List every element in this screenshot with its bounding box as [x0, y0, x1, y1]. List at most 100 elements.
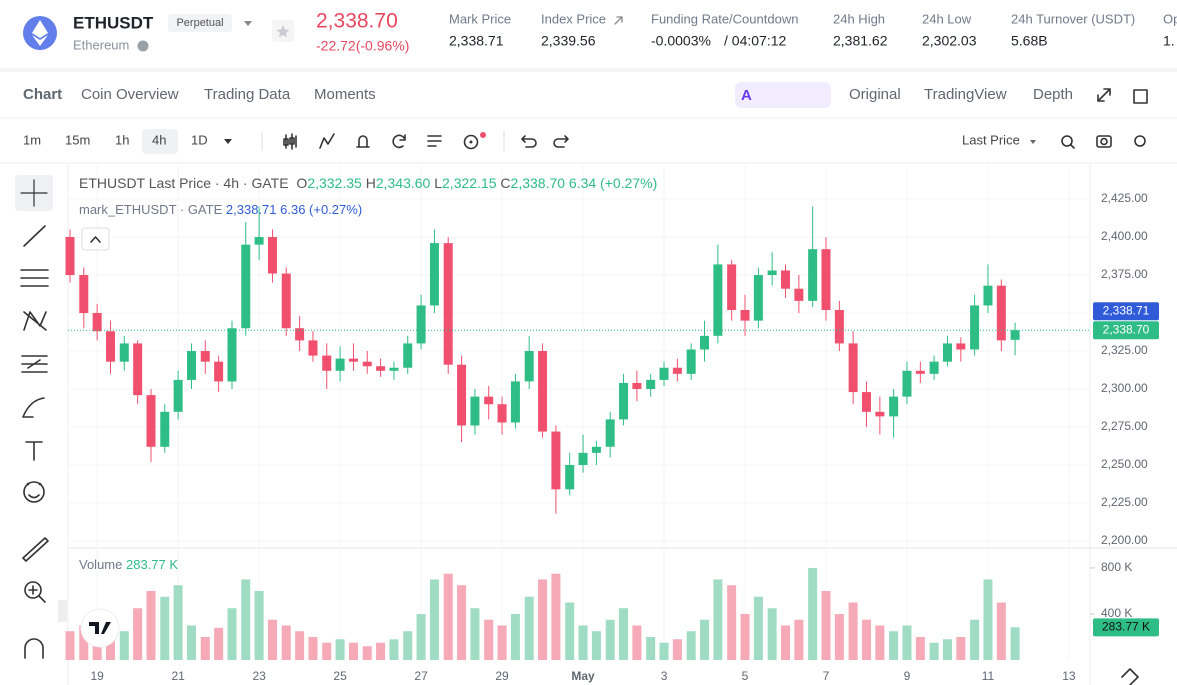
- tab[interactable]: Chart: [23, 86, 62, 103]
- x-tick-label: 3: [661, 669, 668, 683]
- interval[interactable]: 1h: [115, 132, 129, 147]
- settings-icon[interactable]: [1134, 135, 1146, 147]
- volume-bar: [861, 619, 871, 660]
- symbol-caret[interactable]: [244, 21, 252, 26]
- undo-icon[interactable]: [521, 135, 537, 148]
- volume-bar: [848, 602, 858, 660]
- view-tab[interactable]: Original: [849, 86, 901, 103]
- stat-value: 2,302.03: [922, 33, 977, 49]
- crosshair-tool[interactable]: [20, 179, 48, 207]
- view-tab[interactable]: TradingView: [924, 86, 1007, 103]
- interval-caret[interactable]: [224, 139, 232, 144]
- volume-bar: [65, 631, 75, 660]
- interval[interactable]: 1m: [23, 132, 41, 147]
- candle-body: [700, 335, 710, 350]
- replay-icon[interactable]: [392, 134, 406, 149]
- plugin-icon[interactable]: [463, 134, 479, 150]
- legend-key: L: [434, 175, 442, 191]
- zoom-tool[interactable]: [24, 581, 42, 599]
- y-tick-label: 2,200.00: [1101, 533, 1148, 547]
- volume-bar: [173, 585, 183, 660]
- candle-body: [740, 309, 750, 321]
- volume-bar: [403, 631, 413, 660]
- candle-body: [79, 275, 89, 314]
- candle-body: [861, 392, 871, 412]
- volume-bar: [767, 608, 777, 660]
- collapse-button[interactable]: [81, 227, 110, 251]
- candle-body: [335, 358, 345, 371]
- volume-bar: [133, 608, 143, 660]
- window-icon[interactable]: [1133, 89, 1148, 104]
- last-price-badge: [1093, 321, 1159, 340]
- candle-type-icon[interactable]: [283, 133, 297, 150]
- interval[interactable]: 1D: [191, 132, 208, 147]
- candle-body: [403, 343, 413, 368]
- brush-tool[interactable]: [22, 397, 45, 418]
- ruler-tool[interactable]: [22, 537, 49, 562]
- interval[interactable]: 15m: [65, 132, 90, 147]
- emoji-tool[interactable]: [23, 481, 45, 503]
- prediction-tool[interactable]: [21, 355, 48, 373]
- y-tick-label: 2,325.00: [1101, 343, 1148, 357]
- camera-icon[interactable]: [1096, 135, 1112, 148]
- x-tick-label: 29: [495, 669, 509, 683]
- text-tool[interactable]: [25, 441, 43, 461]
- volume-bar: [524, 596, 534, 660]
- candle-body: [214, 361, 224, 382]
- magnet-tool[interactable]: [24, 638, 44, 659]
- volume-bar: [146, 590, 156, 660]
- legend-low: 2,322.15: [442, 175, 497, 191]
- volume-bar: [1010, 627, 1020, 660]
- candle-body: [578, 452, 588, 466]
- template-icon[interactable]: [427, 135, 442, 147]
- volume-bar: [996, 602, 1006, 660]
- candle-body: [429, 243, 439, 306]
- volume-bar: [457, 585, 467, 660]
- candle-body: [524, 351, 534, 382]
- price-source-caret[interactable]: [1030, 140, 1036, 144]
- volume-bar: [200, 636, 210, 660]
- volume-bar: [794, 619, 804, 660]
- search-icon[interactable]: [1061, 135, 1073, 147]
- fullscreen-icon[interactable]: [1097, 88, 1111, 102]
- y2-tick-label: 400 K: [1101, 606, 1132, 620]
- index-link-icon[interactable]: [614, 16, 623, 25]
- volume-bar: [92, 636, 102, 660]
- tv-logo[interactable]: [80, 608, 120, 648]
- scroll-handle[interactable]: [58, 600, 67, 622]
- tab[interactable]: Coin Overview: [81, 86, 179, 103]
- tab[interactable]: Moments: [314, 86, 376, 103]
- candle-body: [457, 364, 467, 426]
- volume-bar: [889, 631, 899, 660]
- volume-bar: [241, 579, 251, 660]
- volume-bar: [362, 646, 372, 660]
- volume-bar: [227, 608, 237, 660]
- indicator-icon[interactable]: [319, 133, 335, 149]
- view-tab[interactable]: Depth: [1033, 86, 1073, 103]
- last-volume-badge: [1093, 618, 1159, 637]
- candle-body: [362, 361, 372, 367]
- line-tool[interactable]: [23, 225, 46, 247]
- settings-axis-icon[interactable]: [1121, 668, 1139, 685]
- redo-icon[interactable]: [553, 135, 569, 148]
- strategy-pill[interactable]: [735, 82, 831, 108]
- interval[interactable]: 4h: [152, 132, 166, 147]
- volume-bar: [808, 567, 818, 660]
- alert-icon[interactable]: [356, 135, 370, 148]
- info-icon[interactable]: [137, 40, 149, 52]
- volume-bar: [740, 613, 750, 660]
- tab[interactable]: Trading Data: [204, 86, 291, 103]
- price-source[interactable]: Last Price: [962, 132, 1020, 147]
- pattern-tool[interactable]: [23, 311, 47, 331]
- volume-bar: [376, 642, 386, 660]
- candle-body: [254, 237, 264, 245]
- volume-bar: [915, 636, 925, 660]
- emoji-eye: [38, 482, 42, 486]
- volume-bar: [646, 636, 656, 660]
- candle-body: [119, 343, 129, 362]
- volume-bar: [160, 596, 170, 660]
- fib-tool[interactable]: [20, 269, 49, 287]
- tv-mark: [89, 622, 111, 634]
